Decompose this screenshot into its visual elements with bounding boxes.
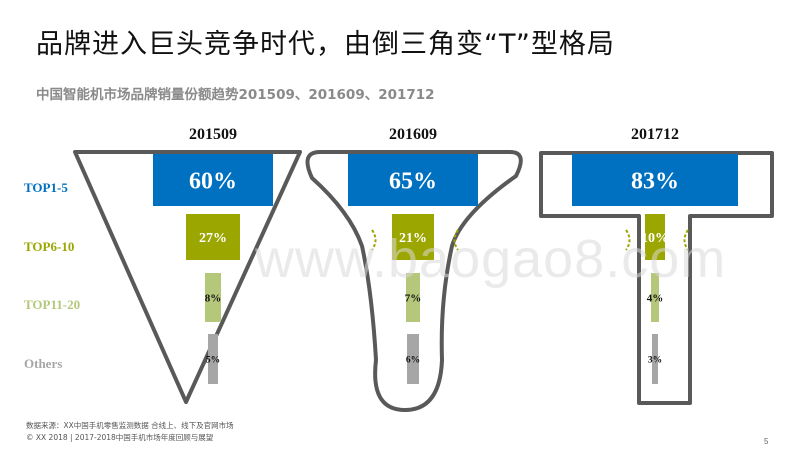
outline-funnel <box>305 150 523 412</box>
data-label-201509-row2: 27% <box>199 231 227 246</box>
shift-arrow-icon <box>453 229 459 251</box>
period-header-201609: 201609 <box>389 126 437 143</box>
bar-201609-row3 <box>406 273 420 322</box>
bar-201712-row3 <box>651 273 659 322</box>
outline-t-shape <box>539 151 774 405</box>
bar-201509-row3 <box>205 273 221 322</box>
data-label-201509-row1: 60% <box>189 169 237 195</box>
period-header-201509: 201509 <box>189 126 237 143</box>
copyright-note: © XX 2018 | 2017-2018中国手机市场年度回顾与展望 <box>26 433 214 442</box>
shift-arrow-icon <box>625 229 631 251</box>
page-number: 5 <box>764 437 769 446</box>
bar-201509-row4 <box>208 334 218 384</box>
data-label-201712-row2: 10% <box>641 231 669 246</box>
watermark: www.baogao8.com <box>255 229 727 289</box>
data-label-201609-row3: 7% <box>405 292 422 304</box>
data-label-201509-row3: 8% <box>205 292 222 304</box>
bar-201712-row4 <box>652 334 658 384</box>
bar-201509-row2 <box>186 214 240 260</box>
period-header-201712: 201712 <box>631 126 679 143</box>
row-label-others: Others <box>24 356 63 371</box>
data-label-201609-row2: 21% <box>399 231 427 246</box>
outline-inverted-triangle <box>73 150 302 404</box>
shift-arrow-icon <box>683 229 689 251</box>
bar-201509-row1 <box>153 154 273 206</box>
row-label-top6-10: TOP6-10 <box>24 239 75 254</box>
bar-201712-row2 <box>645 214 665 260</box>
row-label-top11-20: TOP11-20 <box>24 297 81 312</box>
data-label-201712-row4: 3% <box>648 355 662 365</box>
chart-title: 中国智能机市场品牌销量份额趋势201509、201609、201712 <box>36 87 435 103</box>
data-label-201712-row1: 83% <box>631 169 679 195</box>
bar-201712-row1 <box>572 154 738 206</box>
bar-201609-row4 <box>407 334 419 384</box>
row-label-top1-5: TOP1-5 <box>24 180 68 195</box>
data-label-201609-row4: 6% <box>406 355 420 365</box>
data-label-201712-row3: 4% <box>647 292 664 304</box>
slide-title: 品牌进入巨头竞争时代，由倒三角变“T”型格局 <box>36 29 615 60</box>
data-label-201509-row4: 5% <box>206 355 220 365</box>
source-note: 数据来源：XX中国手机零售监测数据 合线上、线下及官网市场 <box>26 421 234 430</box>
bar-201609-row1 <box>348 154 478 206</box>
bar-201609-row2 <box>392 214 434 260</box>
shift-arrow-icon <box>371 229 377 251</box>
data-label-201609-row1: 65% <box>389 169 437 195</box>
